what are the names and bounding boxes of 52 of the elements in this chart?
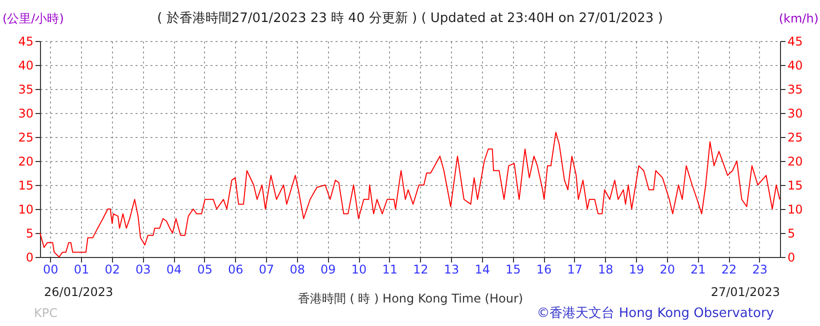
x-axis-title: 香港時間 ( 時 ) Hong Kong Time (Hour) (298, 292, 524, 306)
x-tick-label: 01 (74, 262, 90, 276)
x-tick-label: 20 (660, 262, 675, 276)
x-tick-label: 02 (104, 262, 120, 276)
x-tick-label: 11 (382, 262, 398, 276)
x-tick-label: 08 (290, 262, 305, 276)
x-tick-label: 03 (136, 262, 151, 276)
y2-tick-label: 10 (788, 202, 803, 216)
x-tick-label: 09 (320, 262, 336, 276)
y-axis-title: (公里/小時) (2, 12, 64, 26)
x-tick-label: 14 (474, 262, 490, 276)
x-tick-label: 05 (197, 262, 212, 276)
y-tick-label: 15 (18, 178, 34, 192)
y2-tick-label: 35 (788, 82, 803, 96)
text: 26/01/2023 (44, 285, 114, 299)
y2-tick-label: 25 (788, 130, 803, 144)
y-tick-label: 40 (18, 58, 34, 72)
y-tick-label: 45 (18, 34, 34, 48)
x-tick-label: 10 (351, 262, 367, 276)
x-tick-label: 23 (752, 262, 768, 276)
x-tick-label: 21 (690, 262, 706, 276)
x-tick-label: 18 (598, 262, 614, 276)
x-tick-label: 12 (413, 262, 428, 276)
x-tick-label: 22 (721, 262, 737, 276)
y2-tick-label: 40 (788, 58, 803, 72)
text: KPC (34, 306, 58, 320)
x-tick-label: 17 (567, 262, 582, 276)
chart-title: ( 於香港時間27/01/2023 23 時 40 分更新 ) ( Updated at 23:40H on 27/01/2023 ) (157, 11, 663, 26)
x-tick-label: 06 (228, 262, 244, 276)
y2-tick-label: 5 (788, 226, 796, 240)
x-tick-label: 19 (628, 262, 644, 276)
y-tick-label: 30 (18, 106, 34, 120)
x-tick-label: 16 (536, 262, 552, 276)
y2-tick-label: 0 (788, 250, 796, 264)
y2-tick-label: 15 (788, 178, 803, 192)
y2-tick-label: 30 (788, 106, 803, 120)
text: 27/01/2023 (710, 285, 780, 299)
text: ©香港天文台 Hong Kong Observatory (536, 305, 774, 322)
y2-axis-title: (km/h) (778, 12, 818, 26)
y-tick-label: 35 (18, 82, 34, 96)
y-tick-label: 10 (18, 202, 34, 216)
x-tick-label: 00 (43, 262, 58, 276)
y-tick-label: 20 (18, 154, 34, 168)
x-tick-label: 15 (506, 262, 521, 276)
x-tick-label: 04 (166, 262, 182, 276)
y2-tick-label: 45 (788, 34, 803, 48)
y-tick-label: 5 (26, 226, 34, 240)
y-tick-label: 25 (18, 130, 34, 144)
y2-tick-label: 20 (788, 154, 803, 168)
y-tick-label: 0 (26, 250, 34, 264)
x-tick-label: 13 (444, 262, 460, 276)
x-tick-label: 07 (258, 262, 274, 276)
